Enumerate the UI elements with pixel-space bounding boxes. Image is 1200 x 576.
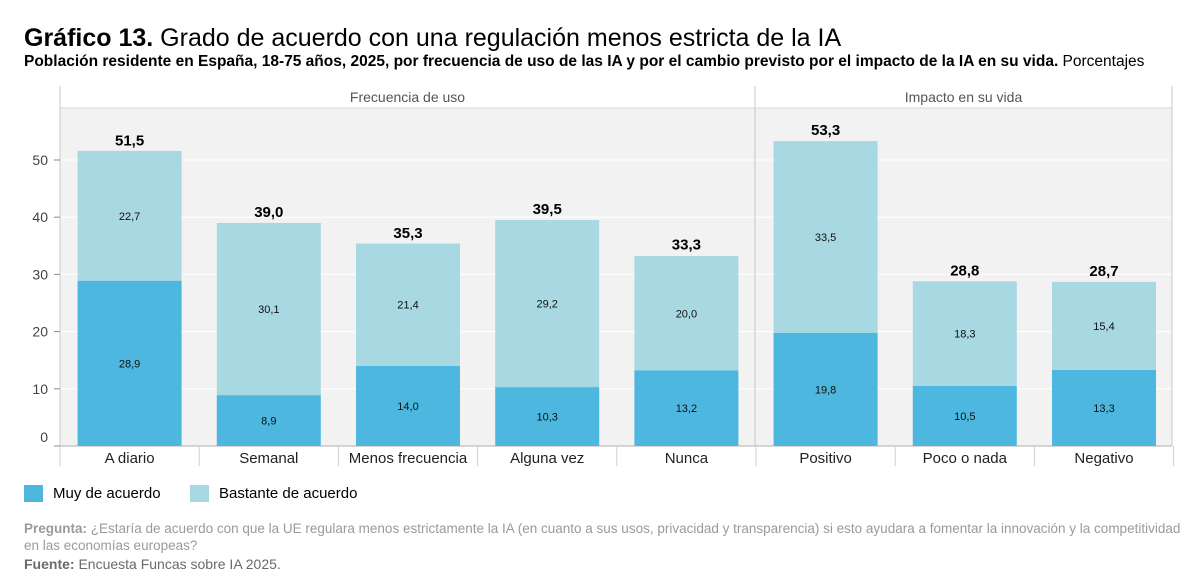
y-tick-label-20: 20 — [32, 324, 48, 340]
bar-muy-0-3 — [495, 387, 600, 446]
y-tick-label-50: 50 — [32, 152, 48, 168]
source-note: Fuente: Encuesta Funcas sobre IA 2025. — [24, 556, 281, 572]
bar-label-muy-0-2: 14,0 — [397, 401, 418, 413]
bar-total-1-2: 28,7 — [1089, 263, 1118, 280]
bar-total-0-3: 39,5 — [533, 201, 562, 218]
bar-muy-0-0 — [77, 280, 182, 446]
bar-total-1-0: 53,3 — [811, 122, 840, 139]
legend-item-bastante: Bastante de acuerdo — [190, 484, 357, 502]
bar-label-bastante-1-1: 18,3 — [954, 329, 975, 341]
question-label: Pregunta: — [24, 521, 88, 536]
bar-bastante-0-2 — [356, 243, 460, 366]
legend-label-muy: Muy de acuerdo — [53, 484, 161, 502]
x-tick-label-0-2: Menos frecuencia — [349, 450, 468, 467]
bar-muy-0-4 — [634, 370, 739, 446]
y-tick-label-40: 40 — [32, 209, 48, 225]
legend-item-muy: Muy de acuerdo — [24, 484, 161, 502]
bar-bastante-0-0 — [77, 150, 182, 281]
bar-label-bastante-1-2: 15,4 — [1093, 321, 1114, 333]
bar-total-0-0: 51,5 — [115, 132, 144, 149]
question-note-line2: en las economías europeas? — [24, 538, 198, 553]
bar-label-muy-0-0: 28,9 — [119, 358, 140, 370]
chart-subtitle: Población residente en España, 18-75 año… — [24, 52, 1144, 72]
legend-swatch-muy — [24, 484, 43, 502]
bar-label-muy-1-1: 10,5 — [954, 411, 975, 423]
chart-title-number: Gráfico 13. — [24, 24, 154, 52]
bar-label-bastante-0-3: 29,2 — [536, 299, 557, 311]
chart-title-text: Grado de acuerdo con una regulación meno… — [153, 24, 842, 52]
bar-total-1-1: 28,8 — [950, 262, 979, 279]
bar-total-0-1: 39,0 — [254, 204, 283, 221]
bar-label-bastante-1-0: 33,5 — [815, 232, 836, 244]
bar-label-muy-0-1: 8,9 — [261, 416, 276, 428]
question-text: ¿Estaría de acuerdo con que la UE regula… — [87, 521, 1181, 536]
bar-label-muy-0-4: 13,2 — [676, 403, 697, 415]
chart-subtitle-units: Porcentajes — [1058, 53, 1145, 70]
x-tick-label-1-1: Poco o nada — [923, 450, 1008, 467]
panel-header-0 — [60, 86, 755, 108]
bar-bastante-0-4 — [634, 256, 739, 371]
bar-bastante-1-0 — [773, 141, 878, 333]
bar-bastante-0-3 — [495, 220, 600, 388]
x-tick-label-0-3: Alguna vez — [510, 450, 584, 467]
bar-bastante-0-1 — [216, 222, 321, 396]
source-text: Encuesta Funcas sobre IA 2025. — [74, 556, 281, 572]
bar-bastante-1-1 — [912, 281, 1017, 386]
panel-title-1: Impacto en su vida — [905, 89, 1023, 105]
x-tick-label-1-2: Negativo — [1074, 450, 1133, 467]
chart-title: Gráfico 13. Grado de acuerdo con una reg… — [24, 22, 841, 54]
chart-subtitle-main: Población residente en España, 18-75 año… — [24, 53, 1059, 70]
x-tick-label-0-0: A diario — [105, 450, 155, 467]
bar-label-muy-0-3: 10,3 — [536, 412, 557, 424]
bar-label-bastante-0-4: 20,0 — [676, 308, 697, 320]
x-tick-label-0-1: Semanal — [239, 450, 298, 467]
bar-label-bastante-0-1: 30,1 — [258, 304, 279, 316]
source-label: Fuente: — [24, 556, 75, 572]
y-tick-label-0: 0 — [40, 429, 48, 445]
panel-title-0: Frecuencia de uso — [350, 89, 465, 105]
bar-muy-0-2 — [356, 365, 460, 446]
bar-label-muy-1-2: 13,3 — [1093, 403, 1114, 415]
panel-header-1 — [755, 86, 1172, 108]
legend-label-bastante: Bastante de acuerdo — [219, 484, 358, 502]
bar-label-bastante-0-0: 22,7 — [119, 211, 140, 223]
bar-muy-1-1 — [912, 385, 1017, 446]
bar-label-bastante-0-2: 21,4 — [397, 300, 418, 312]
x-tick-label-1-0: Positivo — [799, 450, 852, 467]
bar-total-0-4: 33,3 — [672, 237, 701, 254]
stacked-bar-chart: 0 10 20 30 40 50 Frecuencia de uso 28,9 22,7 51,5… — [32, 86, 1175, 467]
y-tick-label-30: 30 — [32, 266, 48, 282]
bar-bastante-1-2 — [1052, 281, 1156, 370]
x-tick-label-0-4: Nunca — [665, 450, 709, 467]
bar-muy-0-1 — [216, 395, 321, 446]
legend-swatch-bastante — [190, 484, 209, 502]
bar-label-muy-1-0: 19,8 — [815, 384, 836, 396]
y-tick-label-10: 10 — [32, 381, 48, 397]
bar-muy-1-2 — [1052, 369, 1156, 446]
bar-muy-1-0 — [773, 332, 878, 446]
question-note: Pregunta: ¿Estaría de acuerdo con que la… — [24, 520, 1180, 537]
bar-total-0-2: 35,3 — [393, 225, 422, 242]
